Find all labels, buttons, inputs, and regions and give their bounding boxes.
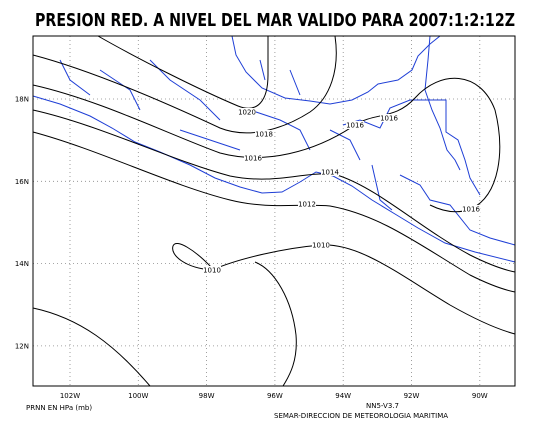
longitude-label: 100W <box>128 392 148 400</box>
contour-label-bg <box>238 108 256 116</box>
longitude-label: 102W <box>60 392 80 400</box>
longitude-label: 92W <box>404 392 420 400</box>
isobar <box>32 131 516 293</box>
contour-label: 1016 <box>346 122 364 130</box>
contour-label-bg <box>380 114 398 122</box>
isobar <box>172 243 213 271</box>
contour-label: 1016 <box>380 115 398 123</box>
grid <box>33 36 515 386</box>
isobar <box>32 307 151 387</box>
isobar <box>97 35 269 109</box>
longitude-label: 90W <box>472 392 488 400</box>
title: PRESION RED. A NIVEL DEL MAR VALIDO PARA… <box>35 10 515 31</box>
coastlines <box>32 35 516 263</box>
footer-source: SEMAR-DIRECCION DE METEOROLOGIA MARITIMA <box>274 412 448 420</box>
contour-label: 1016 <box>462 206 480 214</box>
longitude-label: 96W <box>267 392 283 400</box>
yucatan-coast <box>424 35 461 171</box>
contour-label-bg <box>312 241 330 249</box>
latitude-label: 18N <box>15 96 29 104</box>
isobar <box>32 35 337 134</box>
contour-labels: 1020 1018 1016 1016 1016 1014 1012 1010 1010 1016 <box>203 108 480 275</box>
pacific-coast <box>32 95 516 263</box>
contour-label-bg <box>298 200 316 208</box>
border-central-america <box>371 164 516 246</box>
isobar <box>211 244 516 335</box>
contour-label-bg <box>203 266 221 274</box>
gulf-coast <box>231 35 441 105</box>
latitude-label: 16N <box>15 178 29 186</box>
border-guatemala <box>342 99 481 196</box>
contour-label: 1014 <box>321 169 339 177</box>
contour-label: 1010 <box>203 267 221 275</box>
contour-label: 1020 <box>238 109 256 117</box>
contour-label: 1016 <box>244 155 262 163</box>
contour-label: 1012 <box>298 201 316 209</box>
contour-label-bg <box>244 154 262 162</box>
contour-label-bg <box>462 205 480 213</box>
contour-label-bg <box>346 121 364 129</box>
latitude-label: 12N <box>15 342 29 350</box>
map-frame <box>32 35 516 387</box>
contour-label-bg <box>255 130 273 138</box>
isobars <box>32 35 516 387</box>
longitude-label: 94W <box>335 392 351 400</box>
longitude-label: 98W <box>199 392 215 400</box>
isobar <box>254 261 297 387</box>
latitude-label: 14N <box>15 260 29 268</box>
footer-version: NN5-V3.7 <box>366 402 399 410</box>
isobar <box>32 77 501 213</box>
footer-variable: PRNN EN HPa (mb) <box>26 404 92 412</box>
state-borders <box>59 59 361 161</box>
contour-label-bg <box>321 168 339 176</box>
contour-label: 1010 <box>312 242 330 250</box>
contour-label: 1018 <box>255 131 273 139</box>
